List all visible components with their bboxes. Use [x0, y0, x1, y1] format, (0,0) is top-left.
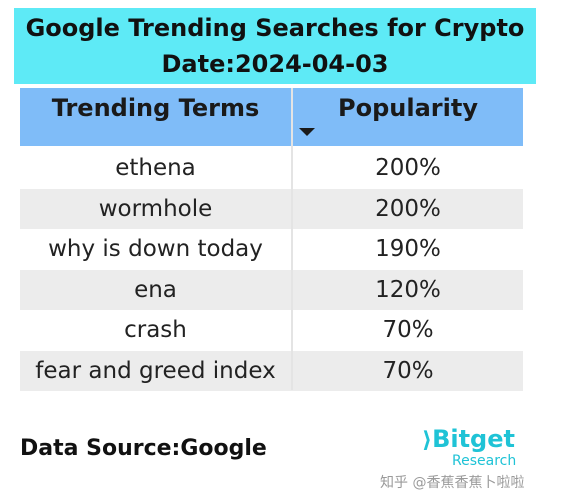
- table-cell: 190%: [375, 236, 441, 262]
- logo: ⟩Bitget: [422, 425, 515, 453]
- table-cell: 120%: [375, 276, 441, 303]
- table-row: ena 120%: [20, 269, 523, 310]
- table-cell: 70%: [382, 317, 434, 343]
- table-cell: wormhole: [98, 195, 213, 222]
- title-line: Google Trending Searches for Crypto: [25, 14, 525, 42]
- table-cell: ena: [134, 276, 177, 303]
- table-cell: crash: [124, 317, 187, 343]
- table-cell: fear and greed index: [35, 357, 276, 384]
- logo-icon: ⟩: [422, 428, 433, 453]
- table-row: ethena 200%: [20, 148, 523, 188]
- table-cell: 70%: [382, 357, 434, 384]
- table-header: Trending Terms Popularity: [20, 88, 523, 146]
- table-row: wormhole 200%: [20, 188, 523, 229]
- table-cell: ethena: [115, 155, 196, 181]
- column-divider: [291, 88, 293, 390]
- column-header[interactable]: Popularity: [338, 94, 478, 122]
- table-row: fear and greed index 70%: [20, 350, 523, 391]
- column-header: Trending Terms: [51, 94, 260, 122]
- logo-sub: Research: [452, 453, 517, 469]
- sort-arrow[interactable]: [299, 128, 317, 138]
- table-cell: why is down today: [48, 236, 263, 262]
- watermark: 知乎 @香蕉香蕉卜啦啦: [380, 475, 525, 491]
- source-note: Data Source:Google: [20, 436, 267, 461]
- table-cell: 200%: [375, 195, 441, 222]
- table-row: why is down today 190%: [20, 229, 523, 269]
- table-row: crash 70%: [20, 310, 523, 350]
- title-line: Date:2024-04-03: [161, 50, 389, 78]
- logo-text: Bitget: [432, 425, 515, 453]
- title-box: Google Trending Searches for Crypto Date…: [14, 8, 536, 84]
- table-cell: 200%: [375, 155, 441, 181]
